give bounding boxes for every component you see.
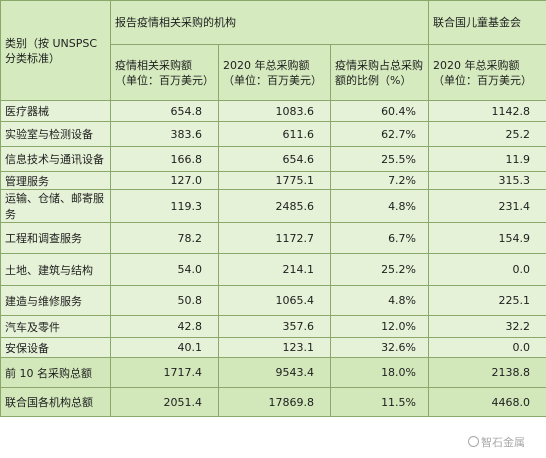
table-row: 汽车及零件 42.8 357.6 12.0% 32.2 xyxy=(0,315,546,338)
covid-value-cell: 166.8 xyxy=(110,146,219,172)
category-cell: 建造与维修服务 xyxy=(0,285,111,316)
table-row: 实验室与检测设备 383.6 611.6 62.7% 25.2 xyxy=(0,121,546,147)
unicef-value-cell: 1142.8 xyxy=(428,100,546,122)
table-row: 建造与维修服务 50.8 1065.4 4.8% 225.1 xyxy=(0,285,546,316)
unicef-value-cell: 315.3 xyxy=(428,171,546,190)
category-cell: 工程和调查服务 xyxy=(0,222,111,254)
total-value-cell: 611.6 xyxy=(218,121,331,147)
covid-value-cell: 654.8 xyxy=(110,100,219,122)
covid-value-cell: 40.1 xyxy=(110,337,219,358)
unicef-value-cell: 154.9 xyxy=(428,222,546,254)
covid-value-cell: 1717.4 xyxy=(110,357,219,388)
watermark: 智石金属 xyxy=(468,434,525,450)
header-subrow: 疫情相关采购额 （单位：百万美元） 2020 年总采购额 （单位：百万美元） 疫… xyxy=(1,44,546,101)
share-cell: 60.4% xyxy=(329,100,430,122)
total-value-cell: 123.1 xyxy=(218,337,331,358)
unicef-value-cell: 32.2 xyxy=(428,315,546,338)
total-2020-header: 2020 年总采购额 （单位：百万美元） xyxy=(218,44,331,101)
category-cell: 安保设备 xyxy=(0,337,111,358)
total-value-cell: 17869.8 xyxy=(218,387,331,417)
watermark-logo-icon xyxy=(468,436,479,447)
unicef-total-2020-header: 2020 年总采购额 （单位：百万美元） xyxy=(428,44,546,101)
reporting-agencies-header: 报告疫情相关采购的机构 xyxy=(109,0,430,45)
table-row: 信息技术与通讯设备 166.8 654.6 25.5% 11.9 xyxy=(0,146,546,172)
total-value-cell: 654.6 xyxy=(218,146,331,172)
summary-row: 联合国各机构总额 2051.4 17869.8 11.5% 4468.0 xyxy=(0,387,546,417)
covid-value-cell: 78.2 xyxy=(110,222,219,254)
unicef-value-cell: 2138.8 xyxy=(428,357,546,388)
total-value-cell: 357.6 xyxy=(218,315,331,338)
share-cell: 62.7% xyxy=(329,121,430,147)
share-cell: 7.2% xyxy=(329,171,430,190)
share-cell: 4.8% xyxy=(329,285,430,316)
total-value-cell: 9543.4 xyxy=(218,357,331,388)
table-row: 运输、仓储、邮寄服务 119.3 2485.6 4.8% 231.4 xyxy=(0,189,546,223)
category-header: 类别（按 UNSPSC 分类标准） xyxy=(0,0,111,101)
share-cell: 25.5% xyxy=(329,146,430,172)
category-cell: 管理服务 xyxy=(0,171,111,190)
category-cell: 土地、建筑与结构 xyxy=(0,253,111,286)
covid-value-cell: 383.6 xyxy=(110,121,219,147)
category-cell: 联合国各机构总额 xyxy=(0,387,111,417)
total-value-cell: 1065.4 xyxy=(218,285,331,316)
unicef-value-cell: 225.1 xyxy=(428,285,546,316)
procurement-table: 类别（按 UNSPSC 分类标准） 报告疫情相关采购的机构 联合国儿童基金会 疫… xyxy=(0,0,546,417)
total-value-cell: 214.1 xyxy=(218,253,331,286)
unicef-value-cell: 231.4 xyxy=(428,189,546,223)
category-cell: 实验室与检测设备 xyxy=(0,121,111,147)
share-header: 疫情采购占总采购额的比例（%） xyxy=(329,44,430,101)
total-value-cell: 1775.1 xyxy=(218,171,331,190)
unicef-value-cell: 11.9 xyxy=(428,146,546,172)
category-cell: 前 10 名采购总额 xyxy=(0,357,111,388)
covid-value-cell: 50.8 xyxy=(110,285,219,316)
table-row: 土地、建筑与结构 54.0 214.1 25.2% 0.0 xyxy=(0,253,546,286)
unicef-header: 联合国儿童基金会 xyxy=(428,0,546,45)
share-cell: 12.0% xyxy=(329,315,430,338)
covid-value-cell: 42.8 xyxy=(110,315,219,338)
share-cell: 18.0% xyxy=(329,357,430,388)
share-cell: 11.5% xyxy=(329,387,430,417)
category-cell: 医疗器械 xyxy=(0,100,111,122)
watermark-text: 智石金属 xyxy=(481,436,525,449)
total-value-cell: 1172.7 xyxy=(218,222,331,254)
covid-value-cell: 127.0 xyxy=(110,171,219,190)
unicef-value-cell: 0.0 xyxy=(428,337,546,358)
unicef-value-cell: 4468.0 xyxy=(428,387,546,417)
summary-row: 前 10 名采购总额 1717.4 9543.4 18.0% 2138.8 xyxy=(0,357,546,388)
covid-value-cell: 119.3 xyxy=(110,189,219,223)
table-row: 安保设备 40.1 123.1 32.6% 0.0 xyxy=(0,337,546,358)
table-row: 医疗器械 654.8 1083.6 60.4% 1142.8 xyxy=(0,100,546,122)
share-cell: 25.2% xyxy=(329,253,430,286)
table-row: 工程和调查服务 78.2 1172.7 6.7% 154.9 xyxy=(0,222,546,254)
category-cell: 运输、仓储、邮寄服务 xyxy=(0,189,111,223)
unicef-value-cell: 25.2 xyxy=(428,121,546,147)
category-cell: 汽车及零件 xyxy=(0,315,111,338)
share-cell: 32.6% xyxy=(329,337,430,358)
total-value-cell: 2485.6 xyxy=(218,189,331,223)
covid-value-cell: 2051.4 xyxy=(110,387,219,417)
category-cell: 信息技术与通讯设备 xyxy=(0,146,111,172)
table-row: 管理服务 127.0 1775.1 7.2% 315.3 xyxy=(0,171,546,190)
share-cell: 6.7% xyxy=(329,222,430,254)
header-group-row: 类别（按 UNSPSC 分类标准） 报告疫情相关采购的机构 联合国儿童基金会 xyxy=(0,0,546,101)
total-value-cell: 1083.6 xyxy=(218,100,331,122)
covid-value-cell: 54.0 xyxy=(110,253,219,286)
covid-procurement-header: 疫情相关采购额 （单位：百万美元） xyxy=(110,44,219,101)
share-cell: 4.8% xyxy=(329,189,430,223)
unicef-value-cell: 0.0 xyxy=(428,253,546,286)
